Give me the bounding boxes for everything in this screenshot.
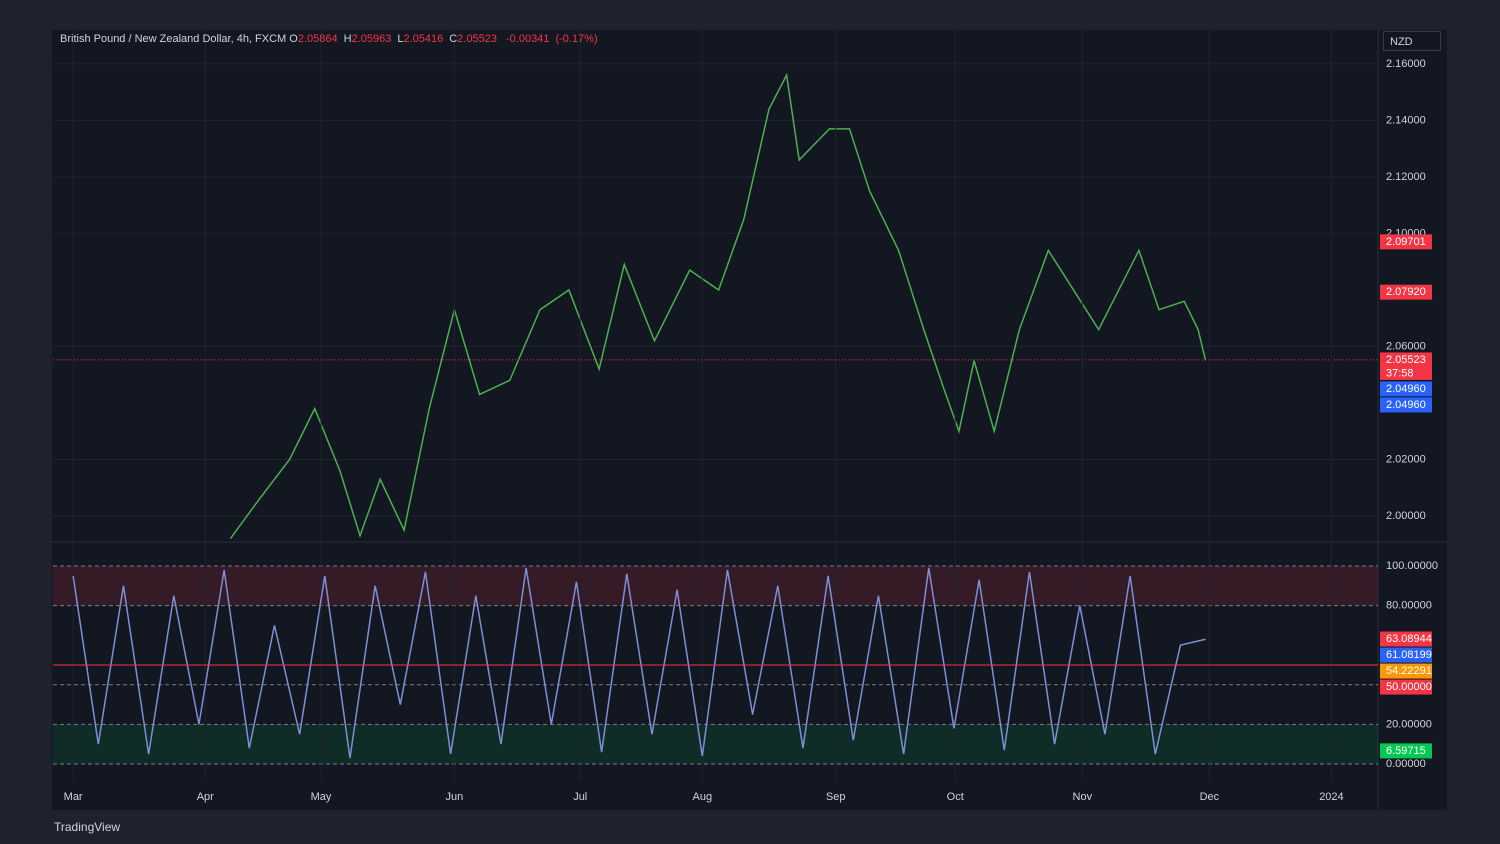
- y-tick-label: 100.00000: [1386, 560, 1438, 572]
- ohlc-value: 2.05416: [403, 33, 444, 45]
- y-tick-label: 2.14000: [1386, 114, 1426, 126]
- y-tick-label: 2.06000: [1386, 340, 1426, 352]
- change: -0.00341: [506, 33, 550, 45]
- price-tag-label: 54.22291: [1386, 665, 1432, 677]
- x-tick-label: Dec: [1200, 791, 1220, 803]
- y-tick-label: 2.12000: [1386, 171, 1426, 183]
- y-tick-label: 2.00000: [1386, 510, 1426, 522]
- y-tick-label: 20.00000: [1386, 718, 1432, 730]
- countdown: 37:58: [1386, 367, 1414, 379]
- price-tag: [1380, 631, 1432, 647]
- price-tag: [1380, 381, 1432, 397]
- price-tag-label: 2.07920: [1386, 286, 1426, 298]
- ohlc-value: 2.05864: [297, 33, 338, 45]
- chart-frame: [52, 30, 1447, 810]
- y-tick-label: 80.00000: [1386, 599, 1432, 611]
- x-tick-label: May: [311, 791, 332, 803]
- x-tick-label: Sep: [826, 791, 846, 803]
- x-tick-label: Mar: [64, 791, 83, 803]
- ohlc-label: H: [343, 33, 352, 45]
- price-tag-label: 2.04960: [1386, 383, 1426, 395]
- price-tag: [1380, 679, 1432, 695]
- price-tag: [1380, 234, 1432, 250]
- y-tick-label: 2.16000: [1386, 58, 1426, 70]
- overbought-zone: [53, 565, 1378, 606]
- x-tick-label: Jul: [573, 791, 587, 803]
- brand: TradingView: [54, 820, 121, 834]
- x-tick-label: 2024: [1319, 791, 1343, 803]
- price-tag: [1380, 397, 1432, 413]
- price-tag-label: 63.08944: [1386, 633, 1432, 645]
- price-tag: [1380, 663, 1432, 679]
- ohlc-label: C: [449, 33, 458, 45]
- x-tick-label: Jun: [446, 791, 464, 803]
- price-tag-label: 2.04960: [1386, 399, 1426, 411]
- x-tick-label: Oct: [947, 791, 964, 803]
- y-tick-label: 0.00000: [1386, 758, 1426, 770]
- price-tag-label: 2.05523: [1386, 354, 1426, 366]
- price-tag-label: 2.09701: [1386, 236, 1426, 248]
- series-line: [229, 72, 1207, 540]
- price-tag-label: 50.00000: [1386, 681, 1432, 693]
- currency-button[interactable]: NZD: [1383, 31, 1441, 51]
- ohlc-value: 2.05523: [457, 33, 497, 45]
- ohlc-value: 2.05963: [351, 33, 392, 45]
- x-tick-label: Apr: [197, 791, 214, 803]
- chart-title: British Pound / New Zealand Dollar, 4h, …: [60, 33, 287, 45]
- ohlc: O2.05864 H2.05963 L2.05416 C2.05523: [289, 33, 503, 45]
- price-tag: [1380, 284, 1432, 300]
- price-tag: [1380, 647, 1432, 663]
- oversold-zone: [53, 724, 1378, 764]
- price-tag: [1380, 352, 1432, 368]
- chart-header: British Pound / New Zealand Dollar, 4h, …: [60, 33, 604, 45]
- ohlc-label: L: [397, 33, 404, 45]
- y-tick-label: 2.02000: [1386, 453, 1426, 465]
- price-tag-label: 6.59715: [1386, 745, 1426, 757]
- series-line: [72, 567, 1206, 759]
- price-tag-label: 61.08199: [1386, 649, 1432, 661]
- countdown-tag: [1380, 366, 1432, 380]
- change-pct: (-0.17%): [555, 33, 598, 45]
- x-tick-label: Aug: [692, 791, 712, 803]
- ohlc-label: O: [289, 33, 298, 45]
- price-tag: [1380, 743, 1432, 759]
- x-tick-label: Nov: [1073, 791, 1093, 803]
